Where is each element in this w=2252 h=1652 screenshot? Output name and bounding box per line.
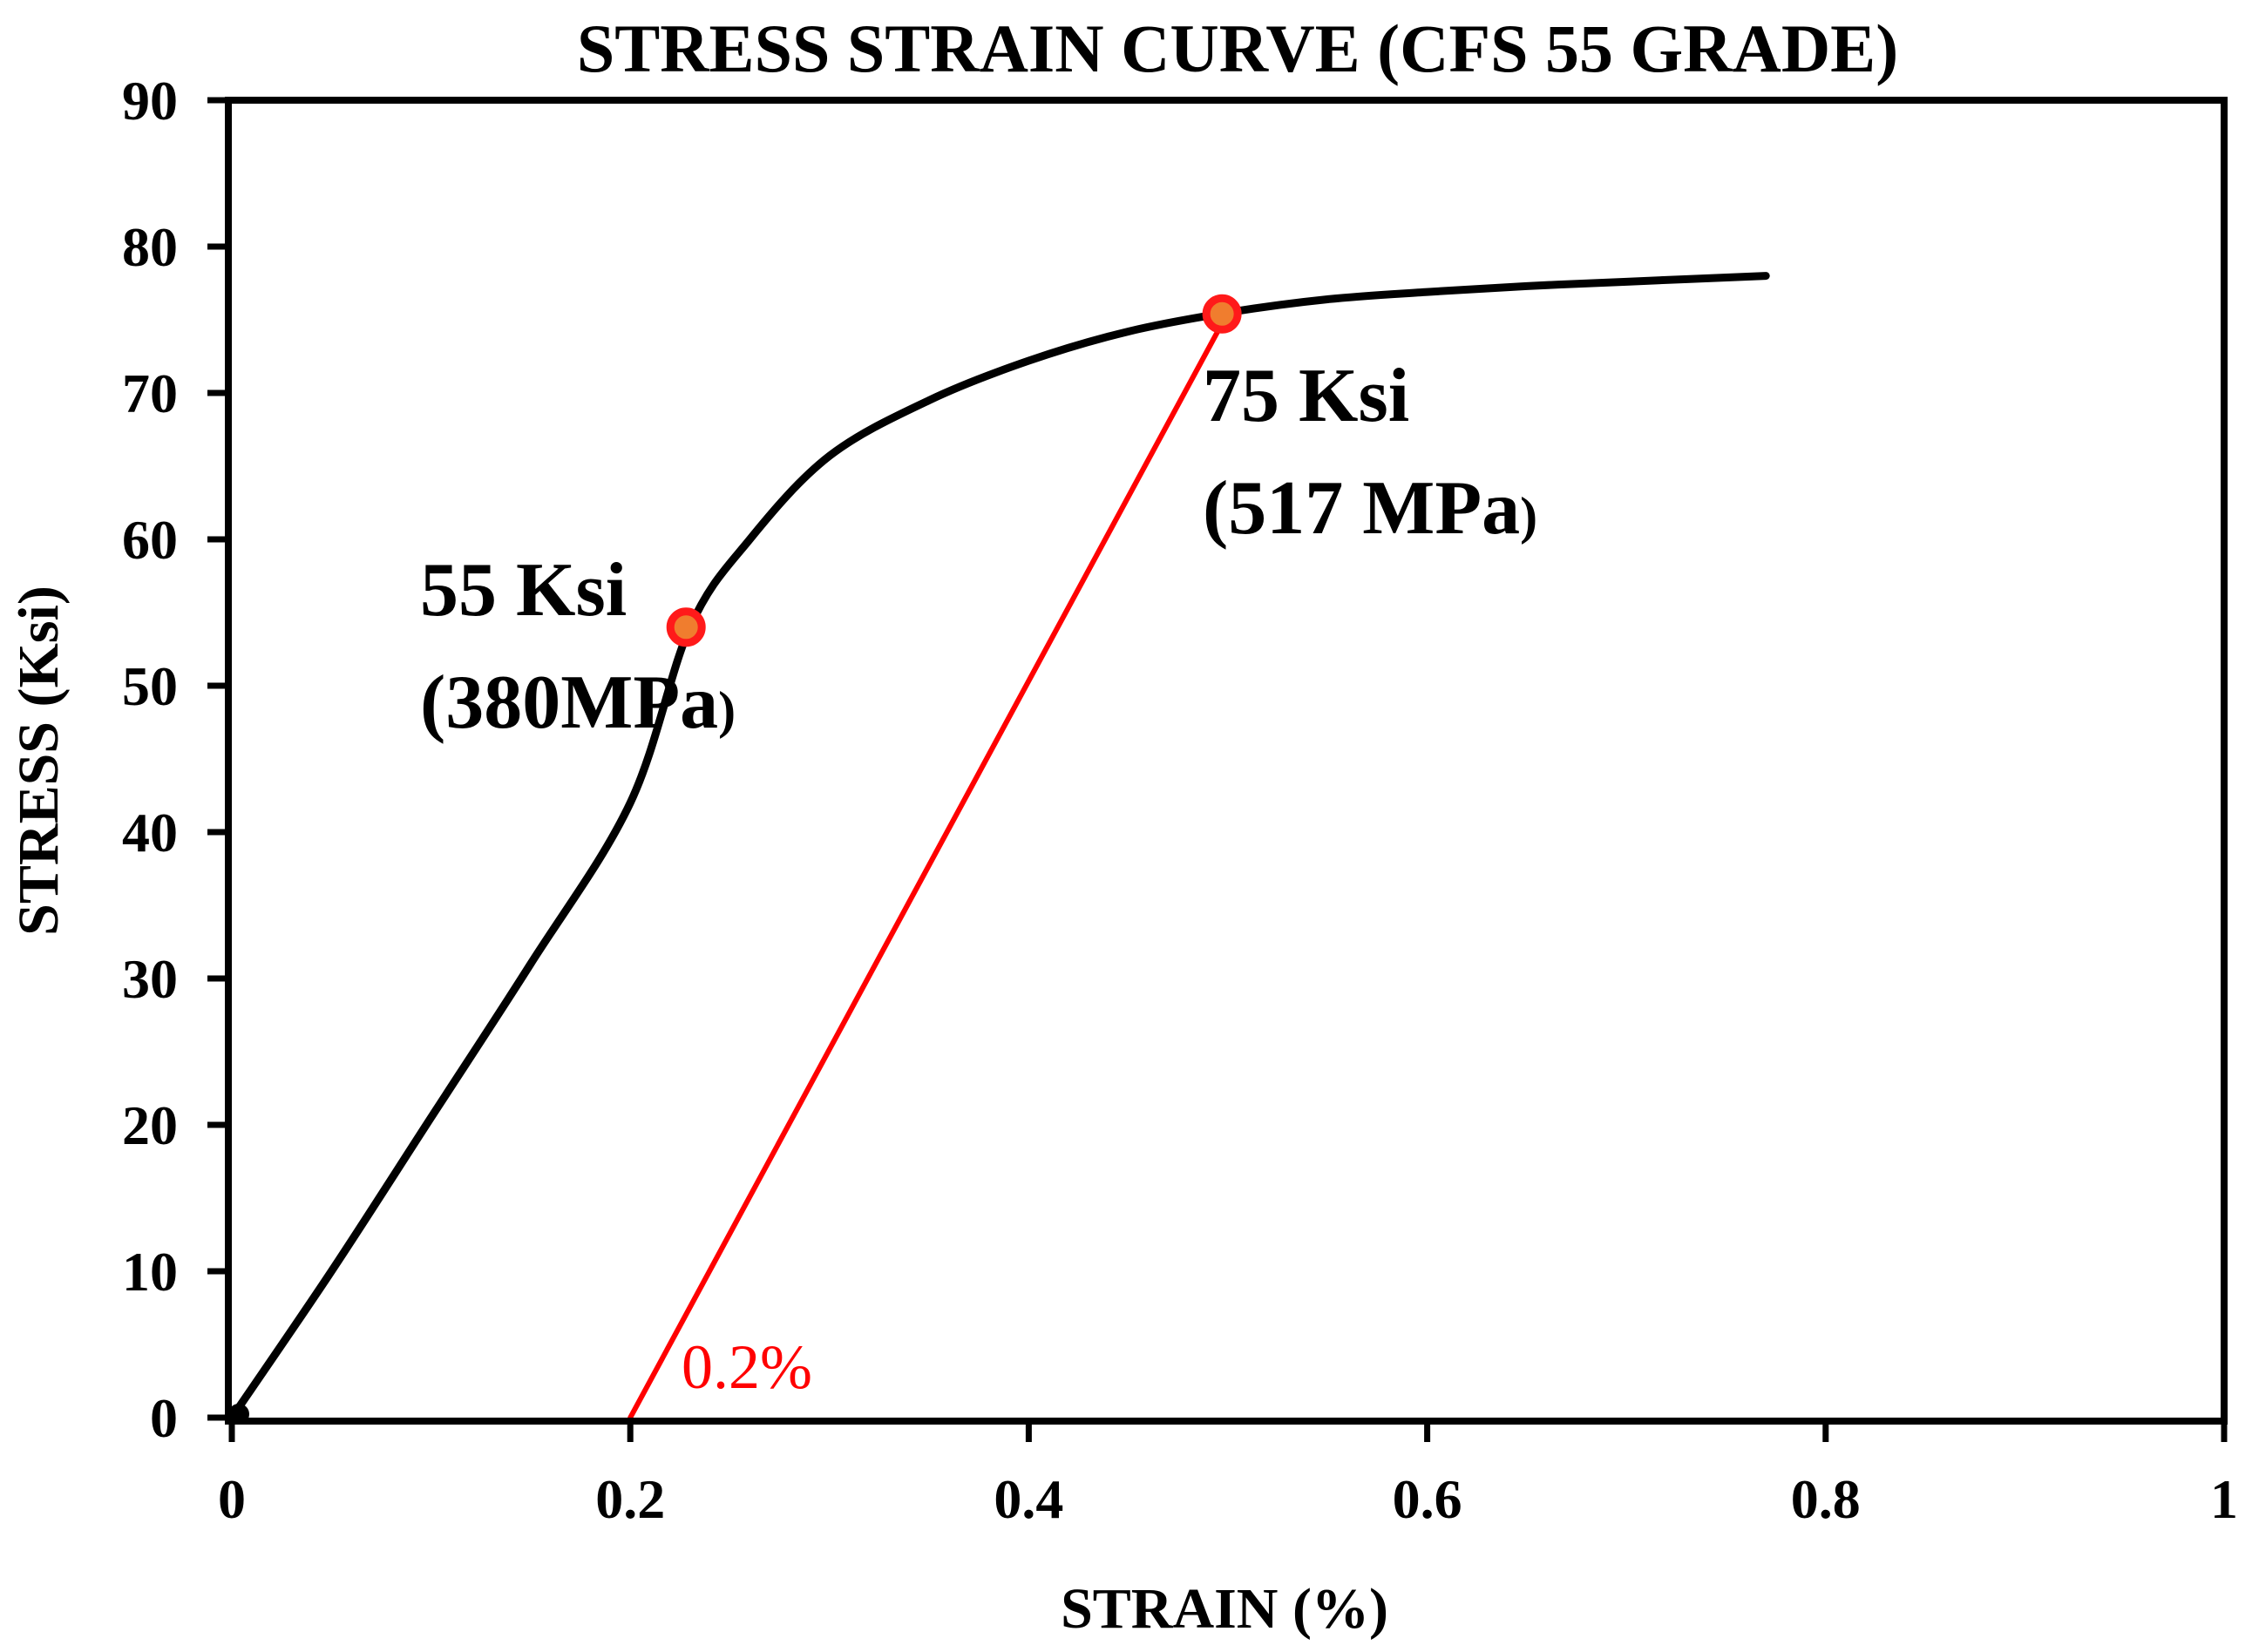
plot-area-frame xyxy=(225,97,2228,1425)
y-tick-label: 20 xyxy=(122,1094,178,1156)
x-tick-label: 0.2 xyxy=(595,1468,665,1530)
y-axis-label: STRESS (Ksi) xyxy=(7,586,71,936)
y-tick-label: 10 xyxy=(122,1241,178,1303)
y-tick-label: 80 xyxy=(122,216,178,278)
y-tick-label: 70 xyxy=(122,362,178,424)
annotation-75ksi-paren: ) xyxy=(1520,487,1537,545)
annotation-55ksi-line2: (380MPa) xyxy=(420,660,736,745)
y-tick-label: 50 xyxy=(122,655,178,717)
x-tick-label: 0.8 xyxy=(1791,1468,1861,1530)
series-layer xyxy=(227,272,1770,1425)
x-tick-label: 0 xyxy=(218,1468,246,1530)
x-tick-label: 1 xyxy=(2210,1468,2238,1530)
x-tick-label: 0.6 xyxy=(1393,1468,1462,1530)
tick-layer: 0 10 20 30 40 50 60 70 80 90 0 0.2 0.4 0.6 0.8 1 xyxy=(122,70,2238,1530)
annotation-55ksi-paren: ) xyxy=(718,681,736,739)
stress-strain-curve xyxy=(227,272,1770,1422)
yield-point-marker xyxy=(1202,294,1242,334)
y-tick-label: 60 xyxy=(122,509,178,571)
annotation-75ksi-value: (517 MPa xyxy=(1203,466,1520,551)
annotation-55ksi-line1: 55 Ksi xyxy=(420,548,627,633)
marker-layer xyxy=(666,294,1242,647)
x-axis-label: STRAIN (%) xyxy=(1061,1577,1388,1641)
annotation-offset-label: 0.2% xyxy=(682,1332,812,1402)
y-tick-label: 40 xyxy=(122,802,178,863)
chart-title: STRESS STRAIN CURVE (CFS 55 GRADE) xyxy=(577,10,1898,86)
annotation-75ksi-line2: (517 MPa) xyxy=(1203,466,1537,551)
y-tick-label: 90 xyxy=(122,70,178,132)
offset-line xyxy=(627,309,1231,1420)
x-tick-label: 0.4 xyxy=(994,1468,1063,1530)
annotation-55ksi-value: (380MPa xyxy=(420,660,718,745)
y-tick-label: 30 xyxy=(122,948,178,1010)
annotation-75ksi-line1: 75 Ksi xyxy=(1203,354,1409,438)
proportional-limit-marker xyxy=(666,607,706,647)
y-tick-label: 0 xyxy=(150,1387,178,1449)
